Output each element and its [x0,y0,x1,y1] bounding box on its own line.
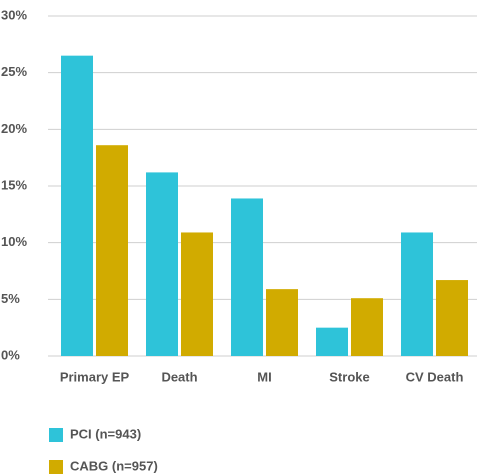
y-tick-label: 0% [1,347,20,362]
x-tick-label: Death [161,369,197,384]
bar [266,289,298,356]
bar [61,55,93,357]
bar [181,232,213,356]
x-tick-label: Stroke [329,369,369,384]
bar [351,298,383,356]
y-tick-label: 20% [1,121,27,136]
bar [436,280,468,356]
y-tick-label: 5% [1,291,20,306]
x-tick-label: Primary EP [60,369,130,384]
bar [401,232,433,356]
bar [231,198,263,356]
y-tick-label: 25% [1,64,27,79]
legend-swatch [49,460,63,474]
x-tick-label: MI [257,369,271,384]
y-tick-label: 10% [1,234,27,249]
bar [146,172,178,356]
x-tick-label: CV Death [406,369,464,384]
y-tick-label: 30% [1,7,27,22]
legend-swatch [49,428,63,442]
bar [316,327,348,356]
y-tick-label: 15% [1,177,27,192]
legend-label: CABG (n=957) [70,458,158,473]
legend-label: PCI (n=943) [70,426,141,441]
bar [96,145,128,356]
